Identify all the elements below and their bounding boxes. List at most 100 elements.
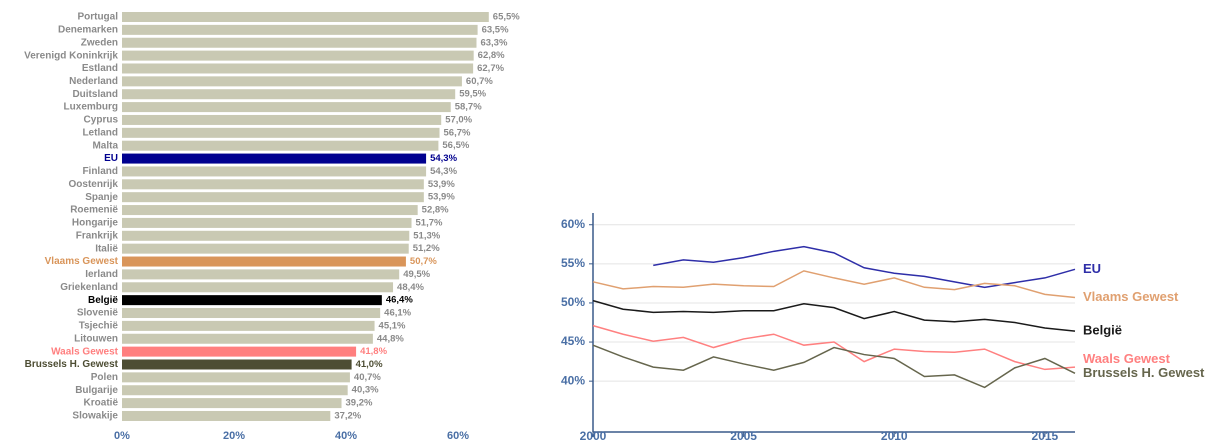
bar	[122, 320, 375, 331]
category-label: Bulgarije	[75, 385, 118, 396]
bar	[122, 37, 477, 48]
x-tick-label: 0%	[114, 430, 130, 442]
bar	[122, 179, 424, 190]
legend-label: België	[1083, 323, 1122, 338]
category-label: Zweden	[81, 37, 118, 48]
x-tick-label: 20%	[223, 430, 245, 442]
bar	[122, 243, 409, 254]
category-label: Waals Gewest	[51, 346, 119, 357]
legend-label: EU	[1083, 261, 1101, 276]
x-tick-label: 40%	[335, 430, 357, 442]
value-label: 50,7%	[410, 256, 437, 267]
value-label: 53,9%	[428, 179, 455, 190]
value-label: 40,7%	[354, 372, 381, 383]
category-label: Nederland	[69, 76, 118, 87]
bar	[122, 295, 382, 306]
category-label: Italië	[95, 243, 118, 254]
bar	[122, 372, 350, 383]
x-tick-label: 2000	[580, 429, 607, 443]
value-label: 48,4%	[397, 282, 424, 293]
category-label: Brussels H. Gewest	[25, 359, 119, 370]
category-label: België	[88, 295, 118, 306]
value-label: 37,2%	[334, 410, 361, 421]
category-label: Slowakije	[72, 411, 118, 422]
value-label: 41,8%	[360, 346, 387, 357]
bar	[122, 12, 489, 22]
value-label: 51,3%	[413, 230, 440, 241]
value-label: 40,3%	[352, 385, 379, 396]
bar	[122, 76, 462, 87]
bar	[122, 217, 412, 228]
value-label: 54,3%	[430, 153, 457, 164]
value-label: 62,7%	[477, 63, 504, 74]
value-label: 62,8%	[478, 50, 505, 61]
y-tick-label: 45%	[561, 334, 585, 348]
value-label: 44,8%	[377, 333, 404, 344]
value-label: 46,1%	[384, 308, 411, 319]
value-label: 63,5%	[482, 24, 509, 35]
bar	[122, 140, 439, 151]
bar	[122, 153, 427, 164]
value-label: 51,2%	[413, 243, 440, 254]
bar	[122, 359, 352, 370]
value-label: 63,3%	[480, 37, 507, 48]
legend-label: Brussels H. Gewest	[1083, 365, 1205, 380]
y-tick-label: 50%	[561, 295, 585, 309]
bar	[122, 333, 373, 344]
category-label: Litouwen	[74, 333, 118, 344]
bar	[122, 89, 456, 100]
y-tick-label: 55%	[561, 256, 585, 270]
category-label: Kroatië	[84, 398, 119, 409]
bar	[122, 256, 406, 267]
y-tick-label: 60%	[561, 217, 585, 231]
x-tick-label: 2005	[730, 429, 757, 443]
value-label: 54,3%	[430, 166, 457, 177]
value-label: 46,4%	[386, 295, 413, 306]
bar	[122, 205, 418, 216]
value-label: 57,0%	[445, 114, 472, 125]
category-label: Griekenland	[60, 282, 118, 293]
category-label: EU	[104, 153, 118, 164]
bar	[122, 346, 357, 357]
bar	[122, 166, 427, 177]
value-label: 49,5%	[403, 269, 430, 280]
bar	[122, 24, 478, 35]
bar	[122, 282, 394, 293]
value-label: 56,7%	[444, 127, 471, 138]
category-label: Frankrijk	[76, 230, 119, 241]
value-label: 65,5%	[493, 12, 520, 23]
value-label: 59,5%	[459, 89, 486, 100]
value-label: 53,9%	[428, 192, 455, 203]
value-label: 51,7%	[416, 217, 443, 228]
category-label: Luxemburg	[64, 102, 118, 113]
category-label: Portugal	[77, 12, 118, 23]
category-label: Cyprus	[84, 115, 119, 126]
category-label: Estland	[82, 63, 118, 74]
category-label: Vlaams Gewest	[45, 256, 119, 267]
bar	[122, 410, 331, 421]
value-label: 45,1%	[379, 320, 406, 331]
bar	[122, 102, 451, 113]
value-label: 56,5%	[442, 140, 469, 151]
category-label: Ierland	[85, 269, 118, 280]
bar	[122, 230, 410, 241]
category-label: Duitsland	[72, 89, 118, 100]
legend-label: Vlaams Gewest	[1083, 289, 1179, 304]
legend-label: Waals Gewest	[1083, 351, 1171, 366]
category-label: Verenigd Koninkrijk	[24, 50, 118, 61]
bar	[122, 385, 348, 396]
value-label: 41,0%	[356, 359, 383, 370]
series-line	[592, 324, 1076, 371]
value-label: 39,2%	[346, 398, 373, 409]
series-line	[653, 245, 1076, 289]
category-label: Polen	[91, 372, 118, 383]
category-label: Denemarken	[58, 25, 118, 36]
value-label: 60,7%	[466, 76, 493, 87]
bar	[122, 269, 400, 280]
category-label: Slovenië	[77, 308, 119, 319]
category-label: Roemenië	[70, 205, 118, 216]
x-tick-label: 60%	[447, 430, 469, 442]
bar	[122, 50, 474, 61]
y-tick-label: 40%	[561, 373, 585, 387]
